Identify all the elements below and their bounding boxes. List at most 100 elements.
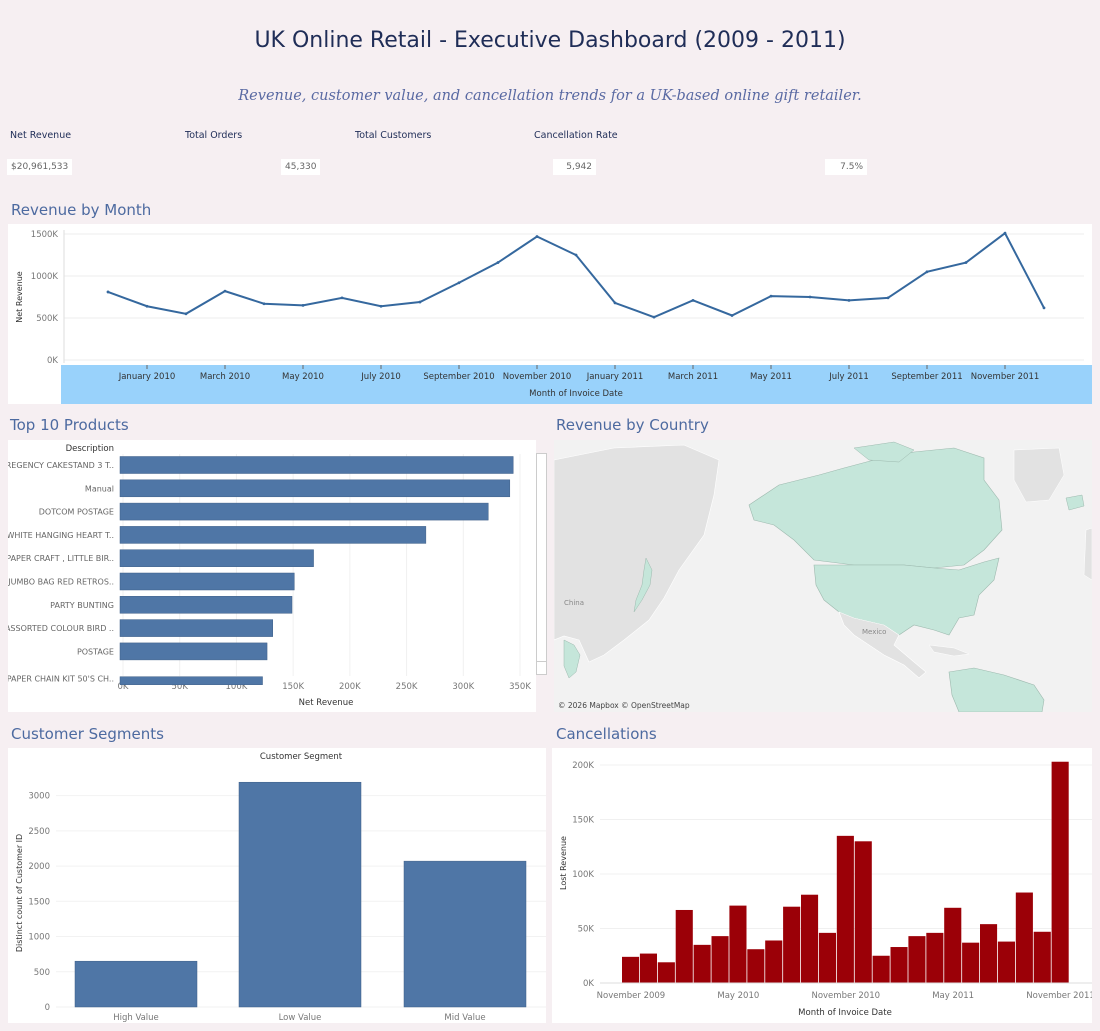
x-tick-label: 250K [396,682,418,692]
segment-label: Mid Value [444,1013,485,1023]
x-tick-label: 0K [118,682,129,692]
cancellation-bar [711,936,729,983]
revenue-point [808,295,812,299]
x-tick-label: July 2010 [360,372,401,382]
revenue-point [925,270,929,274]
cancellation-bar [1015,892,1033,983]
kpi-total-orders-label: Total Orders [185,130,243,141]
cancellation-bar [747,949,765,983]
y-tick-label: 0K [583,979,594,989]
y-tick-label: 100K [572,870,594,880]
product-bar [119,642,268,661]
y-axis-label: Lost Revenue [559,836,568,890]
x-tick-label: 300K [452,682,474,692]
product-label: REGENCY CAKESTAND 3 T.. [8,461,114,470]
y-tick-label: 0 [45,1003,50,1013]
x-tick-label: 50K [172,682,189,692]
section-title-revenue-by-country: Revenue by Country [556,416,709,434]
cancellation-bar [729,905,747,983]
revenue-point [184,312,188,316]
kpi-net-revenue-value: $20,961,533 [7,159,73,175]
map-canada [748,447,1003,569]
map-south-america [948,667,1045,712]
cancellation-bar [657,962,675,983]
revenue-line-chart: 0K 500K 1000K 1500K Net Revenue January 2010 M… [15,230,1092,404]
product-label: POSTAGE [77,647,114,656]
x-axis-label: Net Revenue [299,698,354,708]
map-label-china: China [564,599,584,607]
revenue-point [1003,231,1007,235]
x-tick-label: January 2010 [118,372,176,382]
y-tick-label: 200K [572,761,594,771]
revenue-point [574,253,578,257]
revenue-point [652,315,656,319]
x-tick-label: January 2011 [586,372,644,382]
kpi-cancellation-rate-value: 7.5% [825,159,867,175]
x-tick-label: 350K [509,682,531,692]
revenue-point [340,296,344,300]
segment-bar [74,960,198,1008]
country-map-svg: Mexico China [554,440,1092,712]
kpi-total-customers-value: 5,942 [553,159,596,175]
x-tick-label: March 2010 [200,372,250,382]
revenue-point [301,304,305,307]
y-tick-label: 3000 [28,792,50,802]
revenue-series-line [107,231,1045,319]
section-title-cancellations: Cancellations [556,725,657,743]
y-tick-label: 50K [578,925,595,935]
cancellation-bar [962,942,980,983]
revenue-point [1042,306,1046,310]
cancellation-bar [854,841,872,983]
map-label-mexico: Mexico [862,628,886,636]
cancellation-bar [818,932,836,983]
x-tick-label: November 2011 [1026,991,1092,1001]
product-bar [119,526,427,544]
country-map[interactable]: Mexico China [554,440,1092,712]
x-tick-label: May 2011 [932,991,974,1001]
dashboard-subtitle: Revenue, customer value, and cancellatio… [238,88,862,104]
cancellation-bar [801,894,819,983]
map-asia-landmass [554,444,720,663]
x-tick-label: 150K [282,682,304,692]
x-tick-label: March 2011 [668,372,718,382]
product-bar [119,572,295,591]
product-label: Manual [85,484,114,493]
top-products-scrollbar-thumb[interactable] [536,661,547,675]
x-tick-label: 200K [339,682,361,692]
revenue-point [457,281,461,285]
map-mexico [838,611,927,679]
product-label: PAPER CRAFT , LITTLE BIR.. [8,554,114,563]
top-products-scrollbar[interactable] [536,453,547,675]
cancellation-bar [622,956,640,983]
map-greenland [1013,447,1065,503]
product-label: ASSORTED COLOUR BIRD .. [8,624,114,633]
revenue-point [262,302,266,306]
y-axis-label: Distinct count of Customer ID [15,834,24,952]
section-title-customer-segments: Customer Segments [11,725,164,743]
product-bar [119,502,489,521]
cancellation-bar [890,947,908,983]
kpi-total-customers-label: Total Customers [355,130,432,141]
cancellation-bar [765,940,783,983]
section-title-top-products: Top 10 Products [10,416,129,434]
map-credit[interactable]: © 2026 Mapbox © OpenStreetMap [558,701,690,710]
top-products-panel: Description 0K 50K 100K 150K 200K 250K 300K 350K… [5,440,536,712]
product-label: DOTCOM POSTAGE [39,508,114,517]
map-caribbean [928,644,970,657]
x-tick-label: May 2011 [750,372,792,382]
revenue-point [145,304,149,308]
y-tick-label: 1500K [31,230,59,240]
product-bar [119,619,273,637]
product-label: WHITE HANGING HEART T.. [8,531,114,540]
cancellation-bar [639,953,657,983]
y-tick-label: 2500 [28,827,50,837]
category-header: Description [66,444,114,454]
kpi-cancellation-rate-label: Cancellation Rate [534,130,618,141]
segment-bar [238,781,362,1008]
segment-label: Low Value [279,1013,322,1023]
x-axis-label: Month of Invoice Date [529,389,623,399]
map-europe-edge [1083,527,1092,581]
y-tick-label: 1000 [28,933,50,943]
x-tick-label: May 2010 [717,991,759,1001]
cancellations-panel: 0K 50K 100K 150K 200K Lost Revenue November 20… [552,748,1095,1023]
